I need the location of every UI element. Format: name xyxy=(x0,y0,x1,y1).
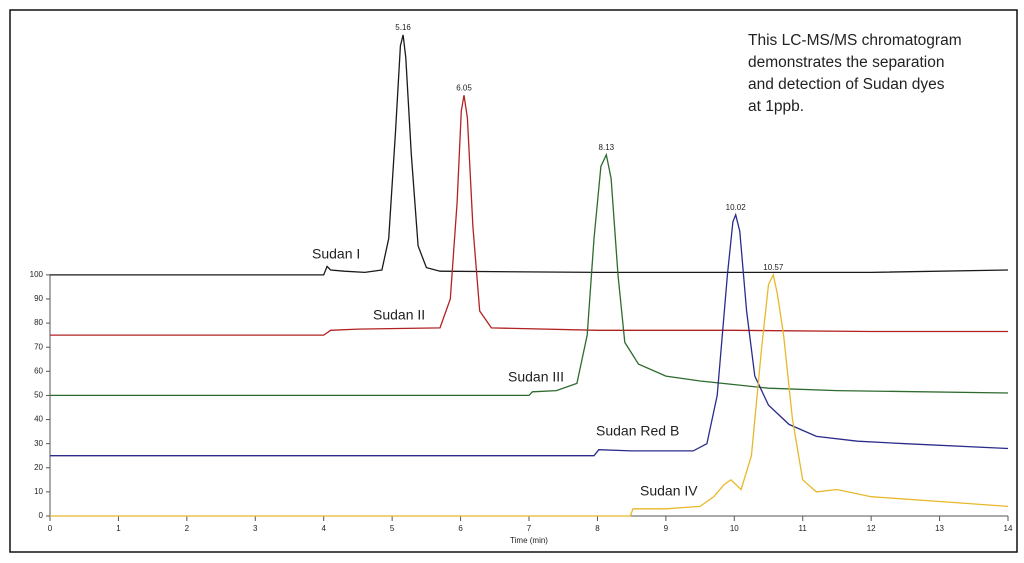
peak-label: 10.02 xyxy=(726,203,747,212)
y-tick-label: 0 xyxy=(39,511,44,520)
x-tick-label: 4 xyxy=(321,524,326,533)
x-tick-label: 3 xyxy=(253,524,258,533)
trace-label: Sudan II xyxy=(373,307,425,323)
x-tick-label: 10 xyxy=(730,524,739,533)
y-tick-label: 30 xyxy=(34,439,43,448)
x-tick-label: 1 xyxy=(116,524,121,533)
trace-label: Sudan I xyxy=(312,246,360,262)
trace-label: Sudan Red B xyxy=(596,423,679,439)
y-tick-label: 100 xyxy=(30,270,44,279)
trace xyxy=(50,34,1009,276)
peak-label: 8.13 xyxy=(599,143,615,152)
trace xyxy=(50,272,1009,517)
x-tick-label: 7 xyxy=(527,524,532,533)
y-tick-label: 60 xyxy=(34,366,43,375)
annotation: This LC-MS/MS chromatogram xyxy=(748,32,962,49)
y-tick-label: 10 xyxy=(34,487,43,496)
annotation: demonstrates the separation xyxy=(748,54,944,71)
y-tick-label: 70 xyxy=(34,342,43,351)
frame xyxy=(9,9,1018,553)
x-axis-label: Time (min) xyxy=(510,536,548,545)
trace xyxy=(50,95,1008,336)
y-tick-label: 40 xyxy=(34,415,43,424)
peak-label: 6.05 xyxy=(456,83,472,92)
y-tick-label: 80 xyxy=(34,318,43,327)
y-tick-label: 20 xyxy=(34,463,43,472)
trace xyxy=(50,152,1009,397)
peak-label: 10.57 xyxy=(763,263,784,272)
x-tick-label: 5 xyxy=(390,524,395,533)
x-tick-label: 13 xyxy=(935,524,944,533)
x-tick-label: 9 xyxy=(664,524,669,533)
x-tick-label: 12 xyxy=(867,524,876,533)
x-tick-label: 14 xyxy=(1004,524,1013,533)
x-tick-label: 8 xyxy=(595,524,600,533)
trace-label: Sudan III xyxy=(508,369,564,385)
y-tick-label: 50 xyxy=(34,391,43,400)
peak-label: 5.16 xyxy=(395,23,411,32)
x-tick-label: 0 xyxy=(48,524,53,533)
trace xyxy=(50,212,1009,457)
trace-label: Sudan IV xyxy=(640,483,698,499)
annotation: and detection of Sudan dyes xyxy=(748,76,945,93)
x-tick-label: 11 xyxy=(799,524,808,533)
y-tick-label: 90 xyxy=(34,294,43,303)
annotation: at 1ppb. xyxy=(748,98,804,115)
x-tick-label: 2 xyxy=(185,524,190,533)
x-tick-label: 6 xyxy=(458,524,463,533)
